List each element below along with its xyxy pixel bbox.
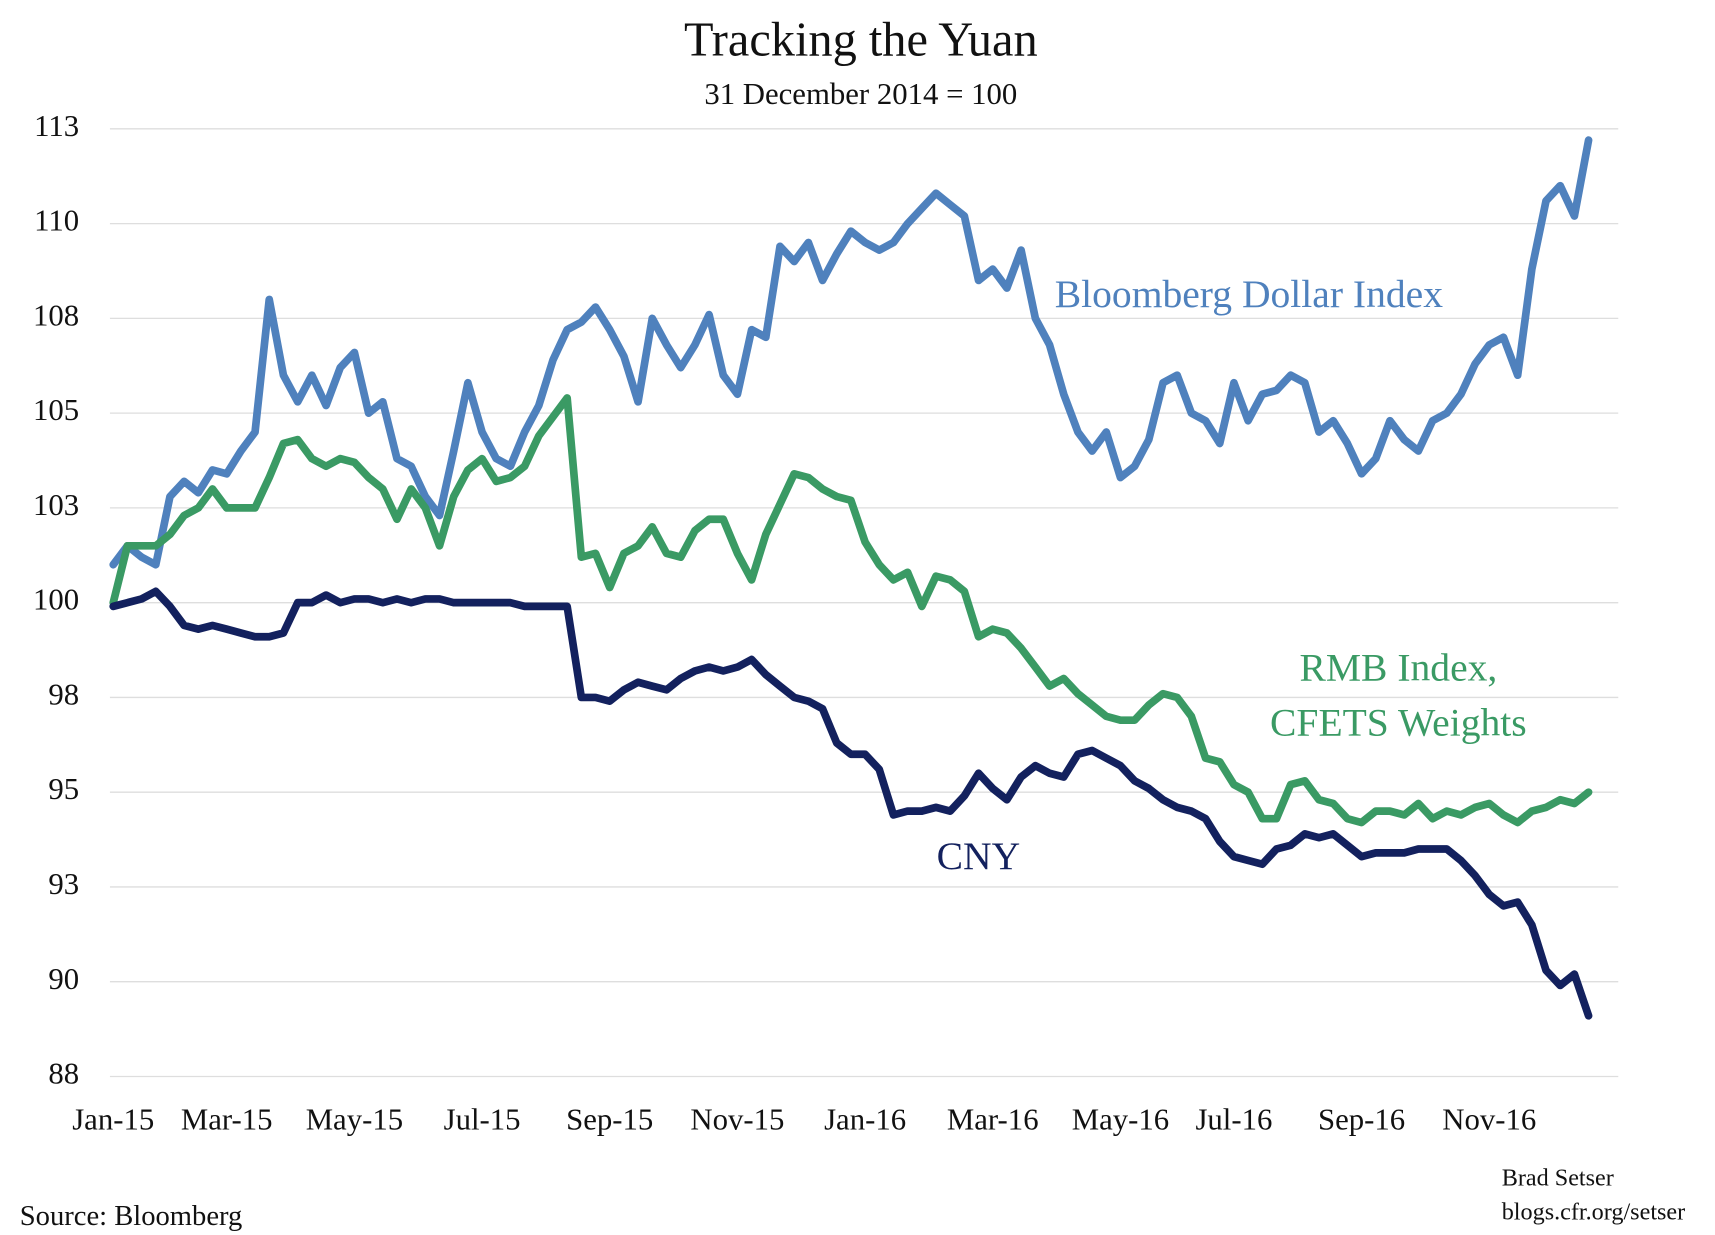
x-tick-label: Jan-15 <box>72 1103 154 1137</box>
y-tick-label: 113 <box>34 109 79 143</box>
series-label: RMB Index, CFETS Weights <box>1270 645 1527 745</box>
y-tick-label: 110 <box>34 204 79 238</box>
x-tick-label: Nov-16 <box>1442 1103 1536 1137</box>
x-tick-label: Nov-15 <box>690 1103 784 1137</box>
y-tick-label: 88 <box>48 1057 79 1091</box>
x-tick-label: Mar-15 <box>181 1103 273 1137</box>
y-tick-label: 103 <box>33 488 79 522</box>
x-tick-label: Mar-16 <box>947 1103 1039 1137</box>
x-tick-label: Sep-15 <box>566 1103 653 1137</box>
series-label-box: RMB Index, CFETS Weights <box>1270 645 1527 745</box>
y-tick-label: 93 <box>48 867 79 901</box>
series-line <box>109 394 1593 827</box>
y-tick-label: 100 <box>33 583 79 617</box>
series-line <box>109 136 1593 569</box>
series-label: Bloomberg Dollar Index <box>1055 272 1443 316</box>
y-tick-label: 108 <box>33 298 79 332</box>
credit: blogs.cfr.org/setser <box>1502 1198 1686 1225</box>
credit: Brad Setser <box>1502 1164 1614 1191</box>
x-tick-label: Jul-16 <box>1195 1103 1272 1137</box>
x-tick-label: Jul-15 <box>444 1103 521 1137</box>
chart-subtitle: 31 December 2014 = 100 <box>704 77 1017 111</box>
x-tick-label: May-16 <box>1072 1103 1169 1137</box>
y-tick-label: 95 <box>48 772 79 806</box>
series-label: CNY <box>937 834 1021 878</box>
y-tick-label: 105 <box>33 393 79 427</box>
series-line <box>109 587 1593 1020</box>
x-tick-label: Jan-16 <box>824 1103 906 1137</box>
x-tick-label: May-15 <box>306 1103 403 1137</box>
y-tick-label: 90 <box>48 962 79 996</box>
y-tick-label: 98 <box>48 677 79 711</box>
x-tick-label: Sep-16 <box>1318 1103 1405 1137</box>
source: Source: Bloomberg <box>20 1201 243 1232</box>
chart-title: Tracking the Yuan <box>684 13 1038 66</box>
